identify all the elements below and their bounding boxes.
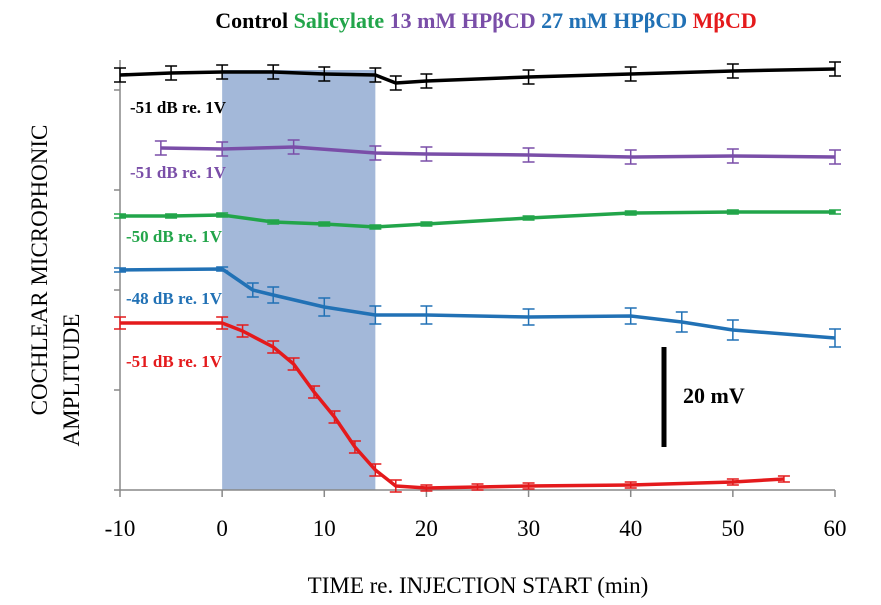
legend-title: Control Salicylate 13 mM HPβCD 27 mM HPβ…	[215, 8, 757, 33]
scale-bar-label: 20 mV	[683, 383, 745, 408]
line	[119, 67, 836, 85]
x-tick-label: 30	[517, 516, 540, 541]
annotation: -50 dB re. 1V	[126, 227, 223, 246]
y-axis-label: AMPLITUDE	[59, 314, 84, 447]
error-bar	[154, 140, 167, 156]
x-tick-label: 0	[216, 516, 228, 541]
annotation: -48 dB re. 1V	[126, 289, 223, 308]
y-axis-label: COCHLEAR MICROPHONIC	[27, 125, 52, 416]
legend-entry: Control	[215, 8, 288, 33]
legend-entry: 13 mM HPβCD	[390, 8, 536, 33]
x-tick-label: 60	[824, 516, 847, 541]
legend-entry: Salicylate	[294, 8, 385, 33]
line	[160, 145, 836, 159]
legend-entry: 27 mM HPβCD	[541, 8, 687, 33]
line	[120, 321, 785, 490]
x-tick-label: 20	[415, 516, 438, 541]
x-tick-label: 50	[721, 516, 744, 541]
line	[119, 267, 836, 340]
x-tick-label: 40	[619, 516, 642, 541]
annotation: -51 dB re. 1V	[130, 98, 227, 117]
annotation: -51 dB re. 1V	[130, 163, 227, 182]
error-bar	[777, 475, 790, 483]
legend-entry: MβCD	[693, 8, 757, 33]
line	[120, 210, 835, 229]
x-axis-label: TIME re. INJECTION START (min)	[308, 573, 649, 598]
highlight-band	[222, 70, 376, 490]
annotation: -51 dB re. 1V	[126, 352, 223, 371]
x-tick-label: -10	[105, 516, 136, 541]
x-tick-label: 10	[313, 516, 336, 541]
